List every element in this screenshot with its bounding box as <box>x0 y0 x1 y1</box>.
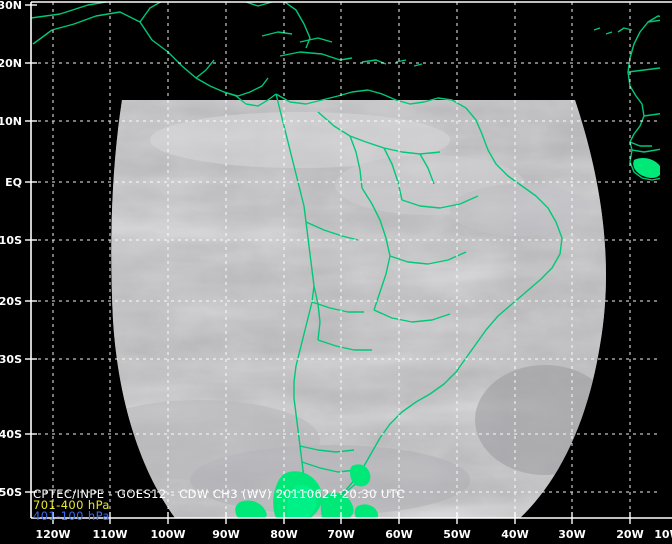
satellite-disk <box>111 100 606 518</box>
y-tick-label: 40S <box>0 428 22 441</box>
gridlines <box>31 2 660 518</box>
y-tick-label: EQ <box>5 176 22 189</box>
x-tick-label: 40W <box>501 528 528 541</box>
coastline-overlay <box>31 2 563 518</box>
legend-entry-401-100: 401-100 hPa <box>33 509 110 523</box>
chart-title: CPTEC/INPE - GOES12 - CDW CH3 (WV) 20110… <box>33 487 405 501</box>
x-tick-label: 90W <box>212 528 239 541</box>
x-tick-label: 50W <box>443 528 470 541</box>
x-axis-labels: 120W 110W 100W 90W 80W 70W 60W 50W 40W 3… <box>35 528 672 541</box>
gridlines-vertical <box>52 2 631 518</box>
x-tick-marks <box>52 512 631 524</box>
x-tick-label: 110W <box>92 528 127 541</box>
y-axis-labels: 30N 20N 10N EQ 10S 20S 30S 40S 50S <box>0 0 22 499</box>
y-tick-marks <box>25 4 37 493</box>
y-tick-label: 50S <box>0 486 22 499</box>
x-tick-label: 20W <box>616 528 643 541</box>
x-tick-label: 70W <box>327 528 354 541</box>
y-tick-label: 10S <box>0 234 22 247</box>
x-tick-label: 30W <box>558 528 585 541</box>
x-tick-label: 60W <box>385 528 412 541</box>
tick-marks <box>25 4 631 524</box>
map-plot-area <box>31 2 660 518</box>
wind-barb-layer-701-400 <box>113 190 603 518</box>
x-tick-label: 80W <box>270 528 297 541</box>
y-tick-label: 20N <box>0 57 22 70</box>
x-tick-label: 100W <box>150 528 185 541</box>
legend-entry-701-400: 701-400 hPa <box>33 498 110 512</box>
plot-frame <box>30 1 672 519</box>
y-tick-label: 20S <box>0 295 22 308</box>
africa-bright-green <box>633 158 660 178</box>
x-tick-label: 120W <box>35 528 70 541</box>
y-tick-label: 30N <box>0 0 22 12</box>
x-tick-label: 10W <box>654 528 672 541</box>
y-tick-label: 10N <box>0 115 22 128</box>
y-tick-label: 30S <box>0 353 22 366</box>
bright-green-regions <box>235 464 379 518</box>
